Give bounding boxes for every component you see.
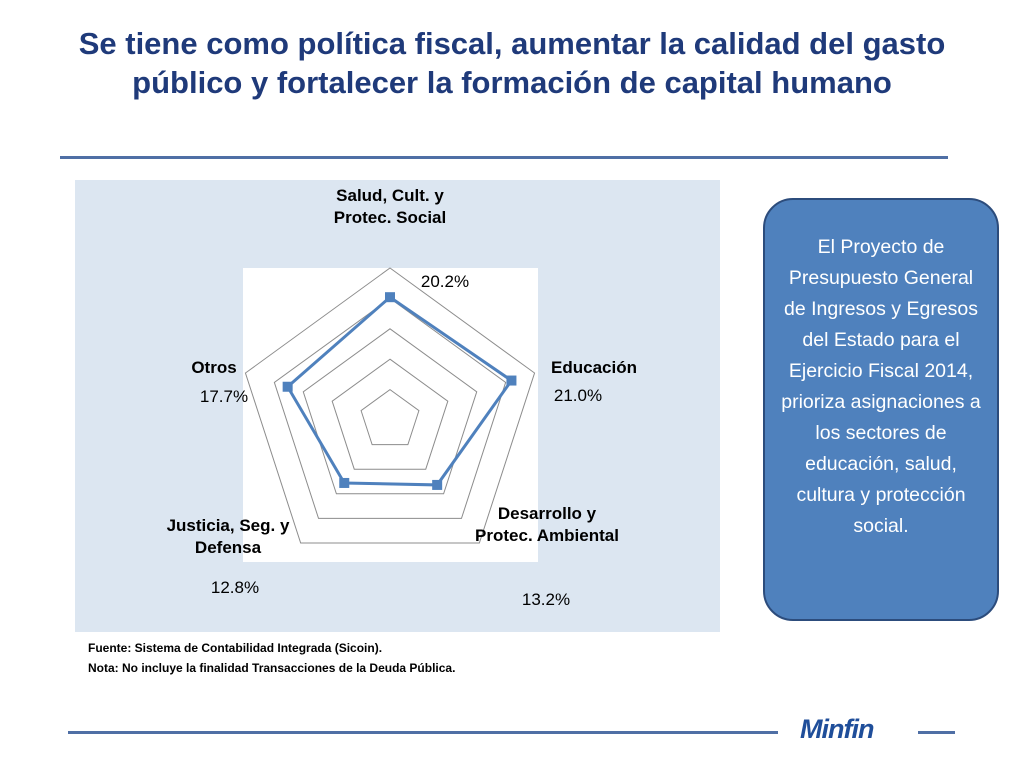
grid-ring bbox=[302, 328, 478, 495]
value-label: 12.8% bbox=[210, 578, 260, 597]
category-label: Otros bbox=[191, 358, 237, 377]
category-label: Desarrollo y Protec. Ambiental bbox=[475, 504, 619, 545]
note: Nota: No incluye la finalidad Transaccio… bbox=[88, 661, 456, 675]
grid-ring bbox=[273, 297, 507, 519]
data-marker bbox=[385, 292, 395, 303]
value-label: 17.7% bbox=[199, 387, 249, 406]
value-label: 21.0% bbox=[553, 386, 603, 405]
grid-ring bbox=[360, 388, 420, 446]
data-marker bbox=[282, 381, 293, 392]
title-rule bbox=[60, 156, 948, 159]
category-label: Educación bbox=[551, 358, 637, 377]
footer-rule bbox=[68, 731, 778, 734]
source-note: Fuente: Sistema de Contabilidad Integrad… bbox=[88, 641, 383, 655]
series-line bbox=[285, 295, 514, 487]
grid-ring bbox=[331, 358, 449, 470]
value-label: 20.2% bbox=[420, 272, 470, 291]
radar-chart bbox=[244, 267, 536, 544]
value-label: 13.2% bbox=[521, 590, 571, 609]
callout: El Proyecto de Presupuesto General de In… bbox=[763, 198, 999, 621]
brand-logo: Minfin bbox=[800, 714, 874, 744]
slide-title: Se tiene como política fiscal, aumentar … bbox=[78, 26, 946, 100]
data-marker bbox=[432, 479, 443, 490]
category-label: Salud, Cult. y Protec. Social bbox=[333, 186, 447, 227]
data-marker bbox=[506, 375, 517, 386]
category-label: Justicia, Seg. y Defensa bbox=[166, 516, 290, 557]
footer-rule-short bbox=[918, 731, 955, 734]
data-marker bbox=[339, 477, 350, 488]
grid-ring bbox=[244, 267, 536, 544]
